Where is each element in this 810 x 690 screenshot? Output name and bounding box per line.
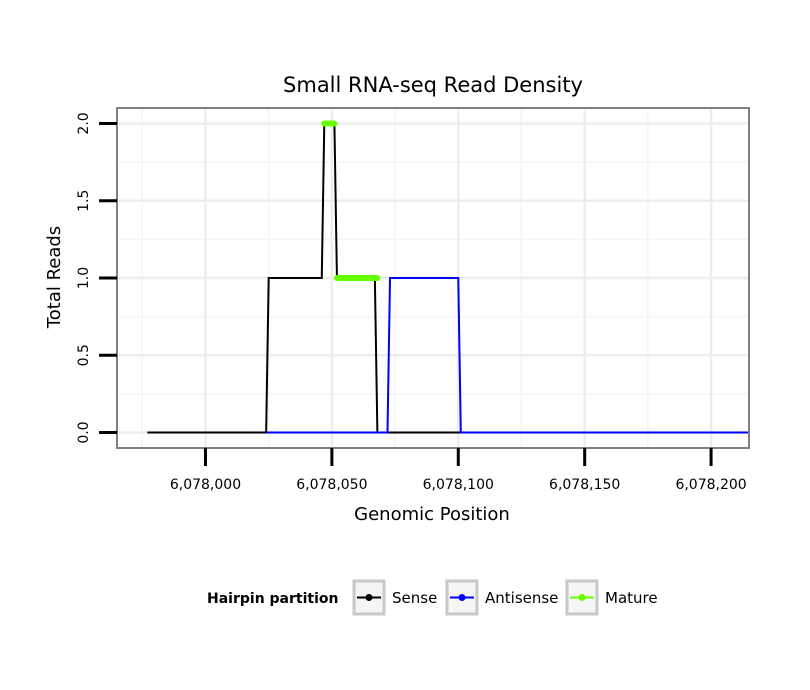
y-axis: 0.0 0.5 1.0 1.5 2.0 (76, 112, 117, 444)
legend-item-sense: Sense (352, 579, 437, 616)
legend-key-point (458, 594, 466, 601)
legend-title: Hairpin partition (207, 591, 338, 607)
x-tick-label: 6,078,150 (549, 477, 620, 493)
legend-item-mature: Mature (565, 579, 658, 616)
legend-label: Antisense (485, 589, 558, 607)
x-axis: 6,078,000 6,078,050 6,078,100 6,078,150 6,07… (170, 448, 747, 493)
x-tick-label: 6,078,000 (170, 477, 241, 493)
y-tick-label: 0.0 (76, 421, 92, 443)
legend: Hairpin partition Sense Antisense Mature (207, 579, 658, 616)
y-tick-label: 0.5 (76, 344, 92, 366)
chart-title: Small RNA-seq Read Density (283, 73, 583, 97)
y-tick-label: 2.0 (76, 112, 92, 134)
series-layer (147, 120, 749, 434)
legend-key-point (578, 594, 586, 601)
y-tick-label: 1.0 (76, 267, 92, 289)
x-tick-label: 6,078,050 (296, 477, 367, 493)
y-tick-label: 1.5 (76, 190, 92, 212)
legend-label: Sense (392, 589, 437, 607)
legend-item-antisense: Antisense (445, 579, 558, 616)
x-axis-label: Genomic Position (354, 504, 510, 525)
y-axis-label: Total Reads (44, 226, 65, 329)
x-tick-label: 6,078,100 (423, 477, 494, 493)
legend-key-point (365, 594, 373, 601)
x-tick-label: 6,078,200 (675, 477, 746, 493)
legend-label: Mature (605, 589, 658, 607)
series-antisense-line (266, 277, 749, 434)
